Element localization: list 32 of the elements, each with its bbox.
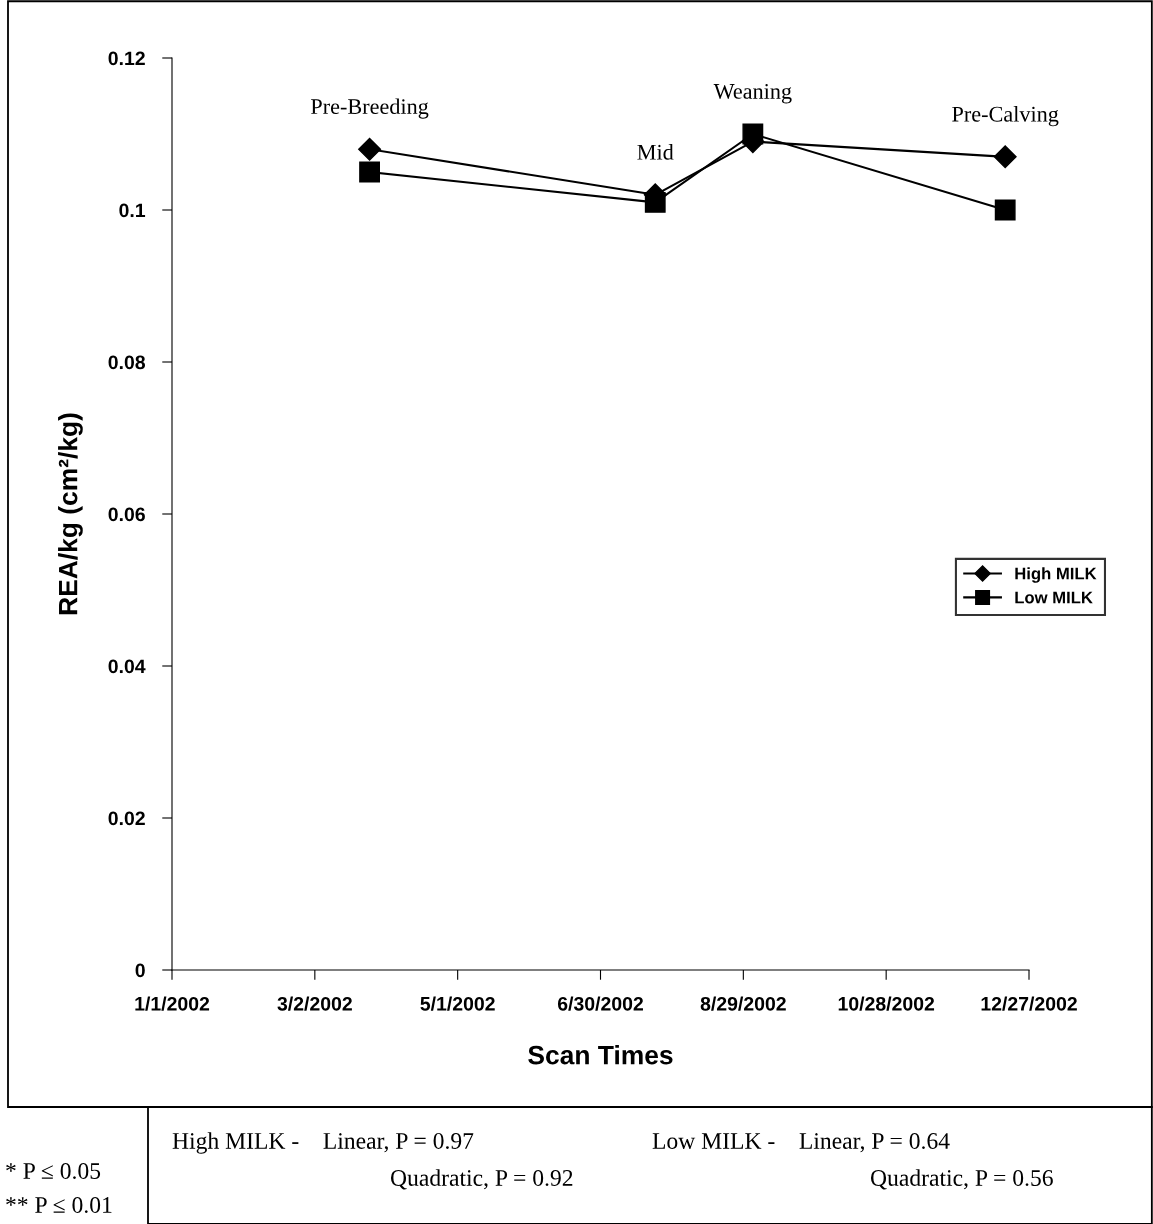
text: Low MILK - Linear, P = 0.64 xyxy=(652,1132,950,1153)
annotation: Weaning xyxy=(713,83,792,104)
y-tick-label: 0.02 xyxy=(108,811,145,826)
point xyxy=(359,161,381,183)
point xyxy=(358,137,382,161)
point xyxy=(994,199,1016,221)
x-axis-title: Scan Times xyxy=(528,1045,673,1065)
legend-label: High MILK xyxy=(1015,567,1097,583)
text: * P ≤ 0.05 xyxy=(6,1162,101,1180)
text: Quadratic, P = 0.56 xyxy=(870,1169,1053,1190)
x-tick-label: 5/1/2002 xyxy=(420,996,495,1011)
y-tick-label: 0.06 xyxy=(108,507,145,522)
y-axis-title: REA/kg (cm²/kg) xyxy=(58,413,83,615)
x-tick-label: 3/2/2002 xyxy=(277,996,352,1011)
x-tick-label: 6/30/2002 xyxy=(557,996,643,1011)
text: High MILK - Linear, P = 0.97 xyxy=(172,1132,474,1154)
text: ** P ≤ 0.01 xyxy=(6,1196,112,1214)
legend-label: Low MILK xyxy=(1015,591,1093,604)
annotation: Pre-Breeding xyxy=(310,98,429,119)
point xyxy=(993,145,1017,169)
y-tick-label: 0.04 xyxy=(108,659,146,674)
y-tick-label: 0.12 xyxy=(108,51,145,66)
y-tick-label: 0.1 xyxy=(119,203,146,218)
y-tick-label: 0.08 xyxy=(108,355,146,370)
annotation: Pre-Calving xyxy=(952,106,1059,127)
x-tick-label: 12/27/2002 xyxy=(981,996,1077,1011)
y-tick-label: 0 xyxy=(135,963,145,978)
annotation: Mid xyxy=(637,144,674,160)
x-tick-label: 10/28/2002 xyxy=(838,996,935,1011)
x-tick-label: 1/1/2002 xyxy=(135,996,210,1011)
x-tick-label: 8/29/2002 xyxy=(700,996,786,1011)
text: Quadratic, P = 0.92 xyxy=(390,1169,573,1190)
